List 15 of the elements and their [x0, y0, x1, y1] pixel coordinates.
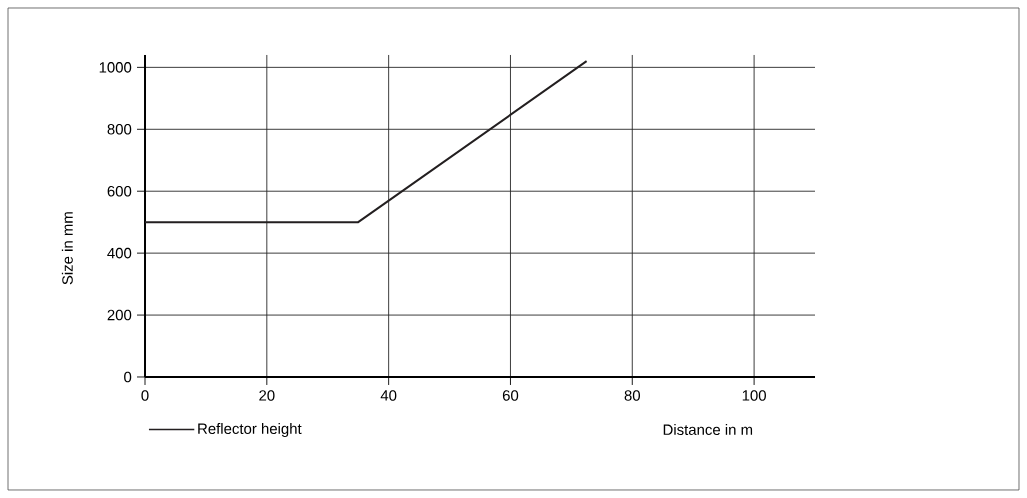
- y-axis-title: Size in mm: [61, 212, 73, 285]
- x-tick-label: 100: [742, 390, 766, 401]
- x-tick-label: 40: [380, 390, 397, 401]
- x-tick-label: 0: [141, 390, 149, 401]
- x-axis-title: Distance in m: [663, 424, 753, 435]
- y-tick-label: 400: [107, 247, 132, 259]
- y-tick-label: 0: [124, 371, 132, 383]
- x-tick-label: 60: [502, 390, 519, 401]
- x-tick-label: 80: [624, 390, 640, 401]
- x-tick-label: 20: [259, 390, 275, 401]
- y-tick-label: 600: [107, 185, 132, 197]
- y-tick-label: 800: [107, 124, 132, 135]
- y-tick-label: 1000: [99, 62, 132, 73]
- legend-label: Reflector height: [198, 423, 302, 437]
- y-tick-label: 200: [107, 309, 132, 321]
